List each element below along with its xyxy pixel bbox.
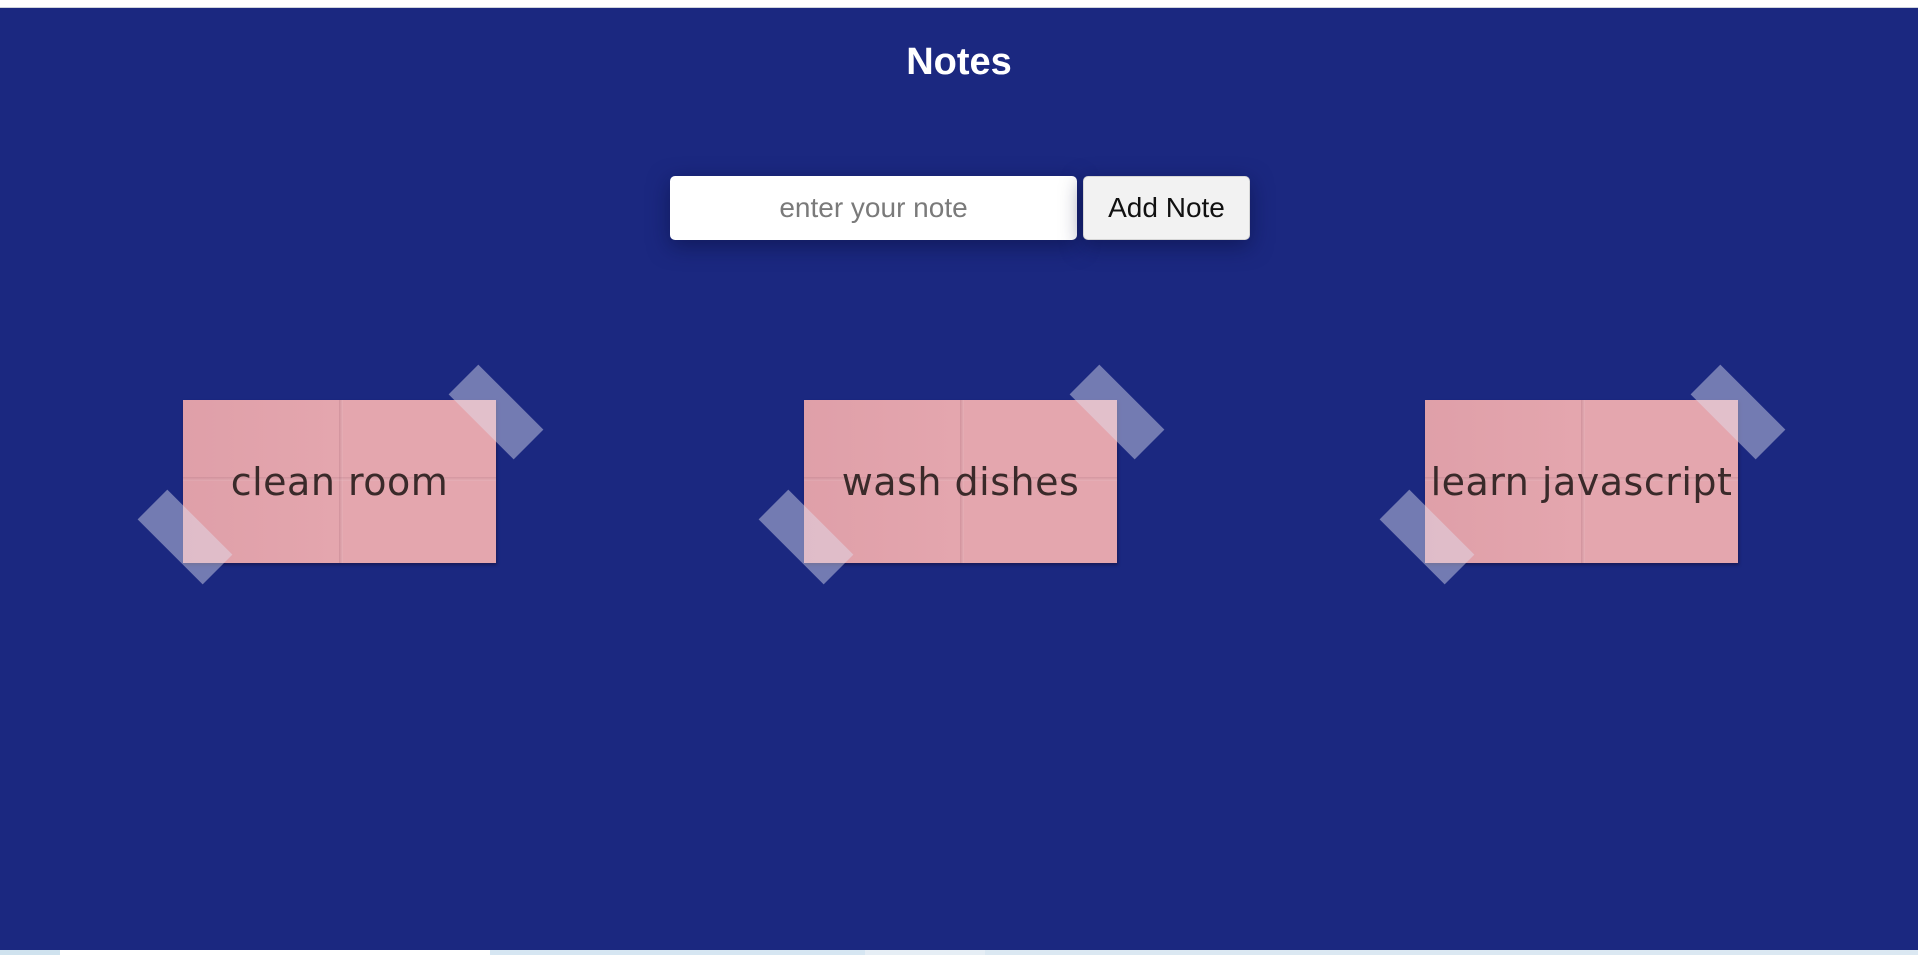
note-card[interactable]: clean room	[137, 364, 544, 585]
note-card[interactable]: learn javascript	[1379, 364, 1786, 585]
note-fold-line	[804, 477, 1117, 481]
note-shading	[183, 400, 339, 563]
notes-app: Notes Add Note clean room wash dishes le…	[0, 8, 1918, 950]
note-fold-line	[183, 477, 496, 481]
note-text: wash dishes	[841, 459, 1080, 504]
taskbar-segment	[865, 950, 985, 955]
note-fold-line	[960, 400, 964, 563]
note-fold-line	[1425, 477, 1738, 481]
note-shading	[804, 400, 960, 563]
note-fold-line	[1581, 400, 1585, 563]
note-card[interactable]: wash dishes	[758, 364, 1165, 585]
taskbar-segment	[0, 950, 60, 955]
browser-top-edge	[0, 0, 1918, 8]
note-text: learn javascript	[1430, 459, 1733, 504]
note-input[interactable]	[670, 176, 1077, 240]
taskbar-edge	[0, 950, 1918, 955]
note-fold-line	[339, 400, 343, 563]
taskbar-segment	[60, 950, 490, 955]
add-note-button[interactable]: Add Note	[1083, 176, 1250, 240]
note-text: clean room	[230, 459, 449, 504]
note-form: Add Note	[670, 176, 1250, 240]
taskbar-segment	[490, 950, 865, 955]
page-title: Notes	[906, 41, 1012, 83]
note-shading	[1425, 400, 1581, 563]
